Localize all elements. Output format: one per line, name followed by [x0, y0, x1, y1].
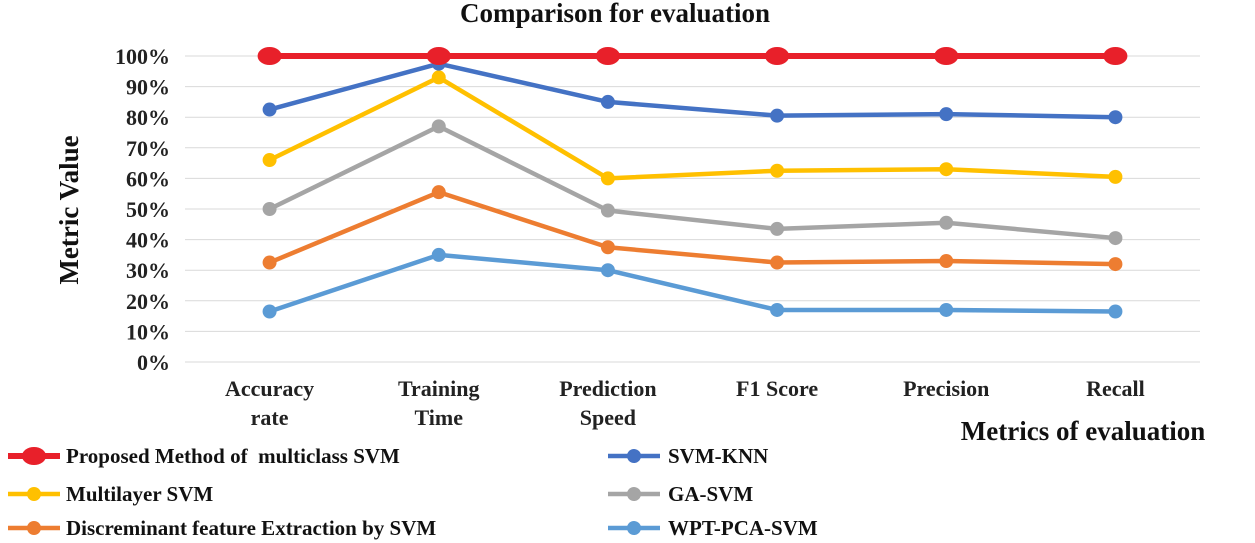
x-axis-label: Metrics of evaluation — [961, 416, 1205, 446]
data-point — [939, 302, 954, 317]
legend-swatch-marker — [27, 487, 41, 501]
x-tick-label: Precision — [903, 376, 989, 401]
data-point — [431, 119, 446, 134]
x-tick-label: F1 Score — [736, 376, 818, 401]
x-tick-label: Accuracy — [225, 376, 314, 401]
data-point — [770, 302, 785, 317]
series-layer — [257, 47, 1128, 319]
y-axis-label: Metric Value — [54, 135, 84, 284]
data-point — [939, 162, 954, 177]
legend-item-6: WPT-PCA-SVM — [608, 516, 818, 540]
data-point — [257, 47, 282, 65]
chart-title: Comparison for evaluation — [460, 0, 770, 28]
x-axis-ticks: Accuracy rate Training Time Prediction Speed F… — [225, 376, 1145, 430]
y-tick-label: 50% — [126, 197, 170, 222]
series-line — [268, 189, 1116, 267]
series-4 — [262, 119, 1123, 246]
data-point — [600, 263, 615, 278]
data-point — [1108, 110, 1123, 125]
legend-swatch-marker — [627, 449, 641, 463]
data-point — [939, 107, 954, 122]
series-2 — [262, 56, 1123, 125]
x-tick-label: rate — [251, 405, 289, 430]
y-tick-label: 20% — [126, 289, 170, 314]
legend-item-4: GA-SVM — [608, 482, 753, 506]
legend-label: GA-SVM — [668, 482, 753, 506]
data-point — [1103, 47, 1128, 65]
data-point — [939, 215, 954, 230]
data-point — [765, 47, 790, 65]
data-point — [431, 70, 446, 85]
y-tick-label: 100% — [115, 44, 170, 69]
x-tick-label: Time — [415, 405, 464, 430]
series-3 — [262, 70, 1123, 186]
data-point — [431, 185, 446, 200]
series-1 — [257, 47, 1128, 65]
legend-label: Proposed Method of multiclass SVM — [66, 444, 400, 468]
series-line — [268, 252, 1116, 314]
data-point — [426, 47, 451, 65]
data-point — [262, 102, 277, 117]
legend: Proposed Method of multiclass SVM SVM-KNN… — [8, 444, 818, 540]
data-point — [262, 153, 277, 168]
data-point — [600, 240, 615, 255]
x-tick-label: Recall — [1086, 376, 1145, 401]
y-tick-label: 40% — [126, 228, 170, 253]
data-point — [262, 202, 277, 216]
data-point — [770, 163, 785, 178]
data-point — [262, 304, 277, 319]
y-tick-label: 30% — [126, 258, 170, 283]
data-point — [770, 255, 785, 270]
legend-label: WPT-PCA-SVM — [668, 516, 818, 540]
y-tick-label: 90% — [126, 75, 170, 100]
legend-swatch-marker — [627, 487, 641, 501]
data-point — [262, 255, 277, 270]
y-tick-label: 10% — [126, 319, 170, 344]
data-point — [939, 254, 954, 269]
x-tick-label: Speed — [580, 405, 636, 430]
legend-swatch-marker — [627, 521, 641, 535]
data-point — [595, 47, 620, 65]
data-point — [600, 171, 615, 186]
data-point — [431, 247, 446, 262]
series-line — [268, 61, 1116, 120]
legend-label: SVM-KNN — [668, 444, 768, 468]
data-point — [1108, 169, 1123, 184]
x-tick-label: Training — [398, 376, 480, 401]
legend-item-3: Multilayer SVM — [8, 482, 213, 506]
series-line — [268, 124, 1116, 241]
gridlines — [185, 55, 1200, 363]
series-line — [268, 75, 1116, 181]
legend-item-1: Proposed Method of multiclass SVM — [8, 444, 400, 468]
data-point — [770, 108, 785, 123]
data-point — [600, 94, 615, 109]
data-point — [1108, 257, 1123, 272]
series-5 — [262, 185, 1123, 272]
y-tick-label: 0% — [137, 350, 170, 375]
legend-label: Multilayer SVM — [66, 482, 213, 506]
data-point — [934, 47, 959, 65]
data-point — [770, 221, 785, 236]
data-point — [1108, 304, 1123, 319]
legend-swatch-marker — [27, 521, 41, 535]
y-axis-ticks: 0% 10% 20% 30% 40% 50% 60% 70% 80% 90% 100% — [115, 44, 170, 375]
y-tick-label: 70% — [126, 136, 170, 161]
legend-item-2: SVM-KNN — [608, 444, 768, 468]
legend-item-5: Discreminant feature Extraction by SVM — [8, 516, 436, 540]
series-6 — [262, 247, 1123, 319]
legend-swatch-marker — [22, 447, 46, 465]
x-tick-label: Prediction — [559, 376, 656, 401]
legend-label: Discreminant feature Extraction by SVM — [66, 516, 436, 540]
y-tick-label: 60% — [126, 166, 170, 191]
data-point — [1108, 231, 1123, 246]
y-tick-label: 80% — [126, 105, 170, 130]
data-point — [600, 203, 615, 218]
